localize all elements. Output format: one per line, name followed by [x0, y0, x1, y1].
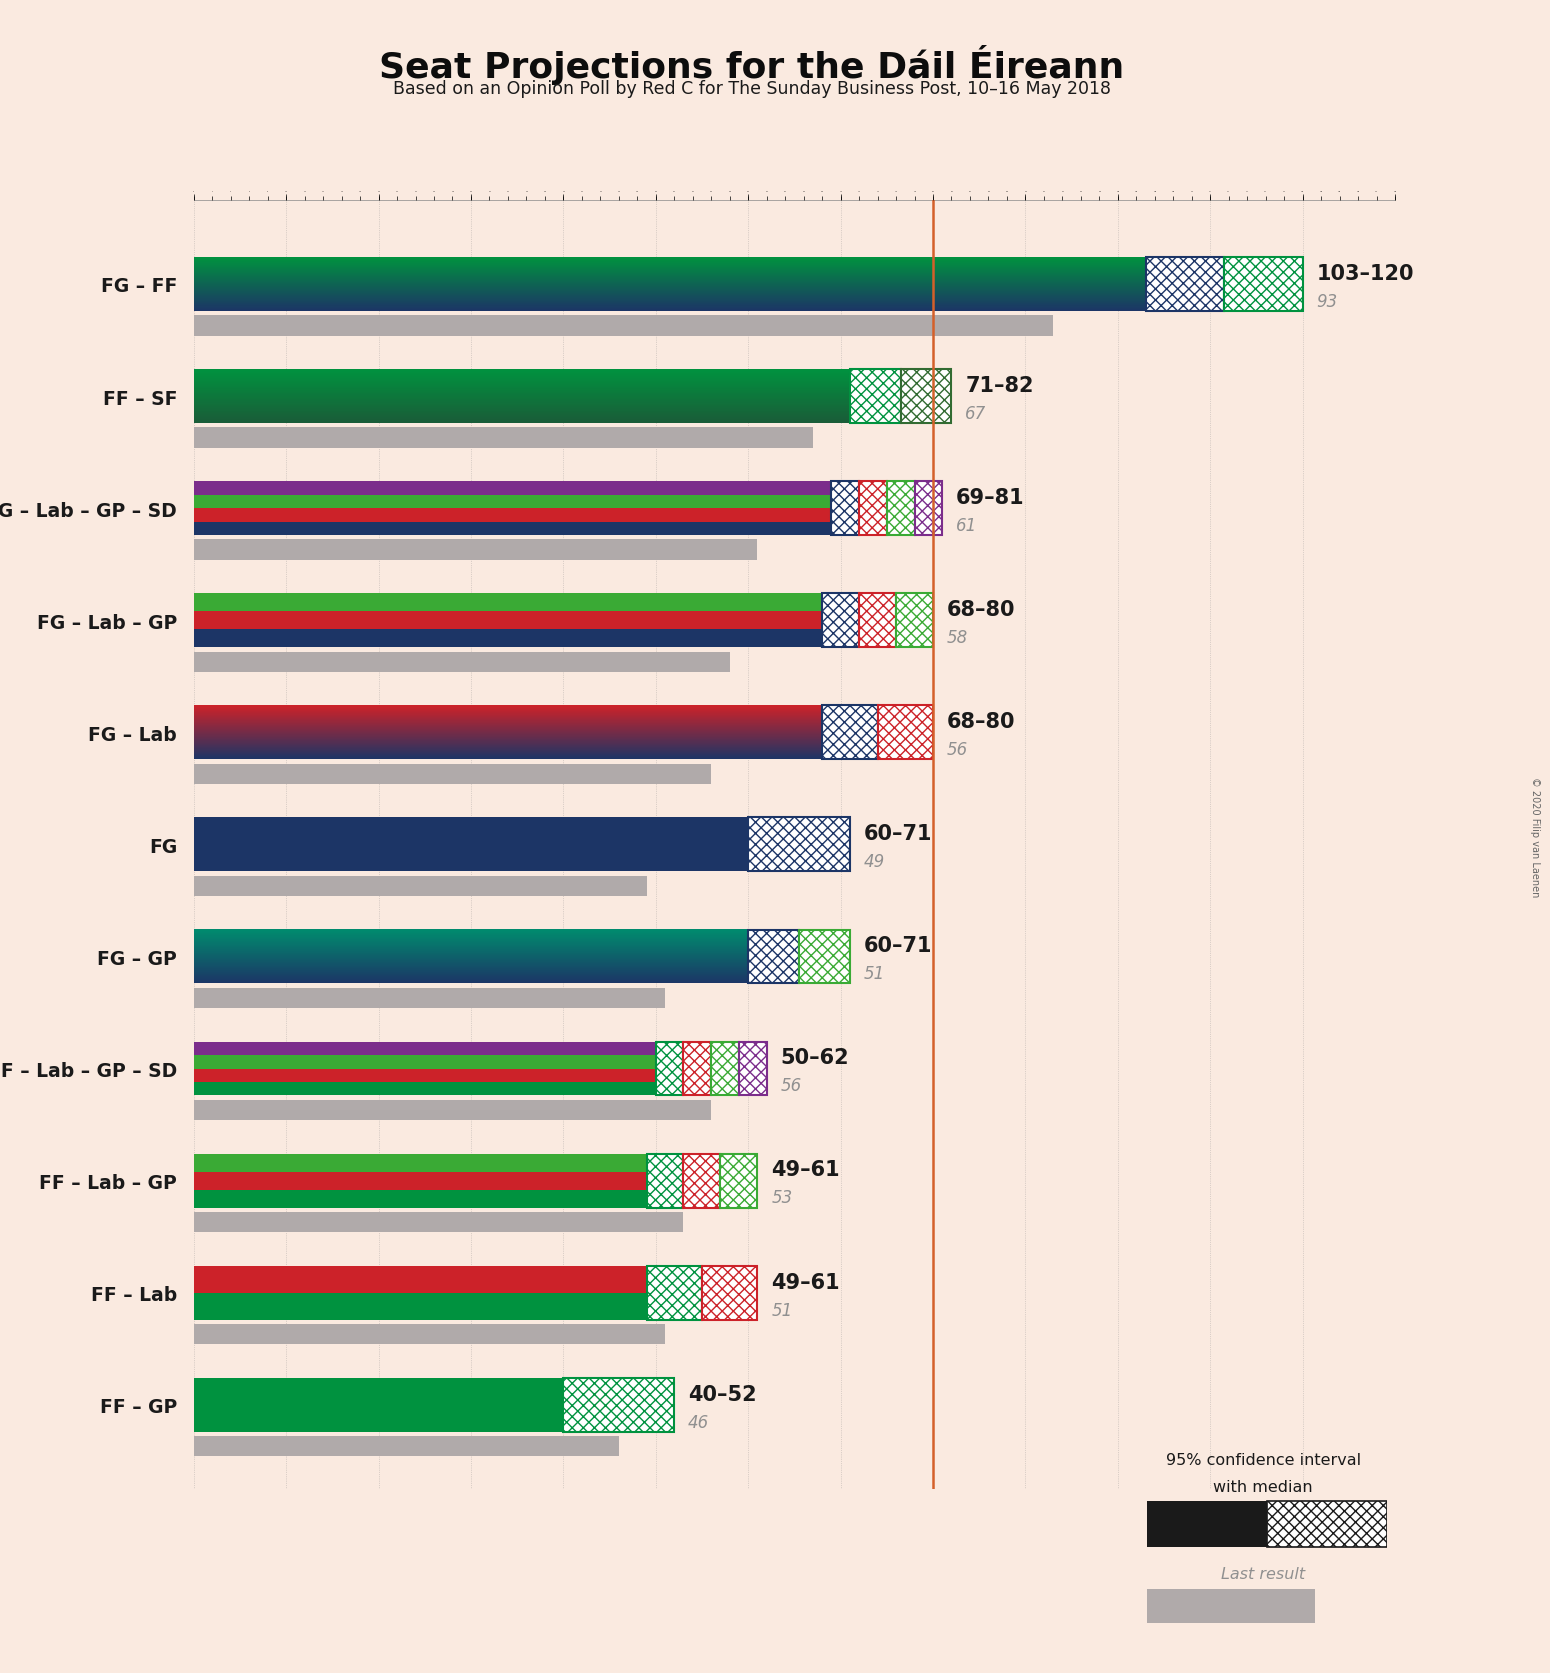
Bar [194, 522, 831, 535]
Bar [859, 594, 896, 647]
Bar [563, 1379, 674, 1432]
Text: 68–80: 68–80 [947, 711, 1015, 731]
Text: Based on an Opinion Poll by Red C for The Sunday Business Post, 10–16 May 2018: Based on an Opinion Poll by Red C for Th… [392, 80, 1111, 99]
Bar [194, 652, 730, 673]
Text: 49–61: 49–61 [772, 1159, 840, 1179]
Bar [822, 706, 877, 760]
Bar [721, 1154, 758, 1208]
Bar [887, 482, 914, 535]
Text: 60–71: 60–71 [863, 823, 932, 843]
Bar [656, 1042, 684, 1096]
Bar [1147, 1589, 1314, 1623]
Text: 56: 56 [947, 741, 969, 758]
Bar [194, 877, 646, 897]
Bar [194, 509, 831, 522]
Text: 51: 51 [863, 965, 885, 982]
Bar [194, 1437, 618, 1457]
Bar [194, 765, 711, 785]
Bar [1145, 258, 1224, 311]
Bar [831, 482, 859, 535]
Bar [849, 370, 901, 423]
Bar [901, 370, 952, 423]
Text: 61: 61 [956, 517, 978, 535]
Text: 93: 93 [1316, 293, 1338, 311]
Text: 95% confidence interval: 95% confidence interval [1166, 1452, 1361, 1467]
Bar [896, 594, 933, 647]
Text: 68–80: 68–80 [947, 599, 1015, 619]
Bar [194, 428, 812, 448]
Text: 53: 53 [772, 1190, 792, 1206]
Bar [194, 482, 831, 495]
Text: 69–81: 69–81 [956, 487, 1025, 507]
Bar [739, 1042, 767, 1096]
Bar [822, 594, 859, 647]
Text: Seat Projections for the Dáil Éireann: Seat Projections for the Dáil Éireann [380, 45, 1124, 85]
Bar [798, 930, 849, 984]
Text: 103–120: 103–120 [1316, 264, 1414, 283]
Bar [194, 818, 749, 872]
Bar [684, 1154, 721, 1208]
Bar [194, 1069, 656, 1082]
Bar [646, 1266, 702, 1320]
Bar [194, 594, 822, 612]
Bar [194, 1082, 656, 1096]
Bar [877, 706, 933, 760]
Bar [1147, 1502, 1268, 1546]
Bar [914, 482, 942, 535]
Bar [194, 495, 831, 509]
Bar [194, 316, 1052, 336]
Text: 58: 58 [947, 629, 969, 647]
Bar [194, 1173, 646, 1190]
Bar [194, 1325, 665, 1345]
Text: 71–82: 71–82 [966, 376, 1034, 395]
Text: 49–61: 49–61 [772, 1271, 840, 1292]
Text: 56: 56 [781, 1077, 801, 1094]
Bar [194, 1154, 646, 1173]
Bar [646, 1154, 684, 1208]
Bar [684, 1042, 711, 1096]
Bar [194, 629, 822, 647]
Text: 40–52: 40–52 [688, 1384, 756, 1404]
Text: 67: 67 [966, 405, 986, 423]
Bar [749, 818, 849, 872]
Text: © 2020 Filip van Laenen: © 2020 Filip van Laenen [1530, 776, 1539, 897]
Text: Last result: Last result [1221, 1566, 1305, 1581]
Bar [194, 989, 665, 1009]
Bar [711, 1042, 739, 1096]
Bar [194, 1293, 646, 1320]
Bar [194, 1266, 646, 1293]
Bar [194, 1101, 711, 1121]
Bar [194, 1379, 563, 1432]
Text: 46: 46 [688, 1412, 710, 1430]
Bar [194, 1042, 656, 1056]
Bar [194, 540, 758, 560]
Bar [194, 1190, 646, 1208]
Bar [859, 482, 887, 535]
Bar [1224, 258, 1302, 311]
Text: 49: 49 [863, 853, 885, 870]
Text: 60–71: 60–71 [863, 935, 932, 955]
Bar [194, 612, 822, 629]
Text: 50–62: 50–62 [781, 1047, 849, 1067]
Bar [194, 1213, 684, 1233]
Text: 51: 51 [772, 1300, 792, 1318]
Bar [194, 1056, 656, 1069]
Bar [702, 1266, 758, 1320]
Bar [749, 930, 798, 984]
Text: with median: with median [1214, 1479, 1313, 1494]
Bar [1268, 1502, 1387, 1546]
